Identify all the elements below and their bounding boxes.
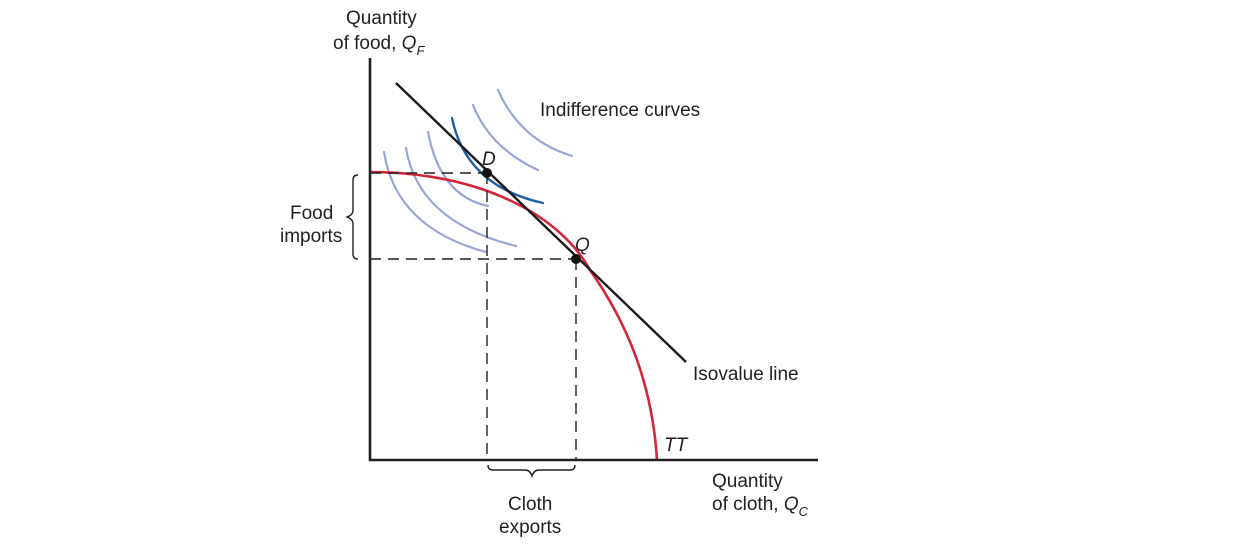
indifference-curve-tangent	[450, 116, 545, 205]
y-axis-title-line1: Quantity	[346, 8, 417, 29]
x-axis-symbol: Q	[784, 494, 799, 515]
cloth-exports-label-line2: exports	[499, 517, 561, 538]
dashed-guides	[370, 172, 577, 460]
x-axis-title-text: of cloth,	[712, 494, 784, 515]
indifference-curve-5	[471, 103, 540, 172]
point-q-label: Q	[575, 235, 590, 256]
cloth-exports-brace	[487, 464, 576, 479]
isovalue-line-label: Isovalue line	[693, 364, 799, 385]
indifference-curves-light	[382, 88, 574, 254]
frontier-label: TT	[664, 435, 689, 456]
food-imports-label-line1: Food	[290, 203, 333, 224]
point-d-label: D	[482, 149, 496, 170]
indifference-curve-2	[404, 146, 518, 248]
y-axis-title-text: of food,	[333, 33, 402, 54]
y-axis-symbol: Q	[402, 33, 417, 54]
indifference-curve-6	[496, 88, 574, 158]
cloth-exports-label-line1: Cloth	[508, 494, 552, 515]
indifference-curves-label: Indifference curves	[540, 100, 700, 121]
indifference-curve-1	[382, 150, 488, 254]
x-axis-subscript: C	[799, 504, 809, 519]
food-imports-brace	[344, 174, 359, 260]
point-d-marker	[482, 168, 492, 178]
y-axis-subscript: F	[416, 43, 425, 58]
isovalue-line	[395, 82, 687, 363]
production-frontier-tt	[369, 170, 659, 461]
point-q-marker	[571, 254, 581, 264]
indifference-curve-3	[426, 130, 490, 208]
axes	[368, 58, 818, 462]
x-axis-title-line2: of cloth, QC	[712, 494, 809, 519]
y-axis-title-line2: of food, QF	[333, 33, 425, 58]
food-imports-label-line2: imports	[280, 226, 342, 247]
x-axis-title-line1: Quantity	[712, 471, 783, 492]
